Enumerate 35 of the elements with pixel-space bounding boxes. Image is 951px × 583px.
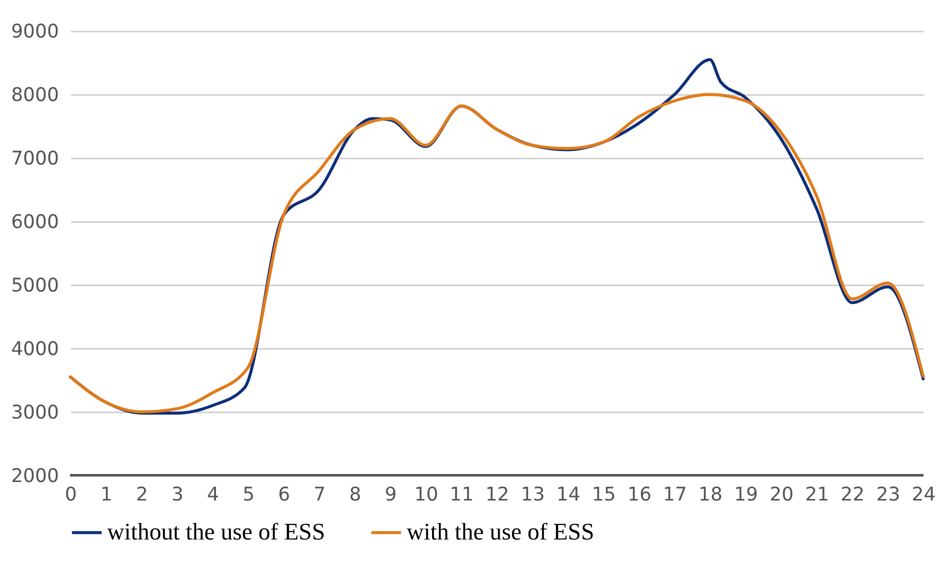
y-tick-label: 4000 (11, 338, 60, 360)
x-tick-label: 11 (450, 484, 474, 506)
legend-label: with the use of ESS (406, 520, 594, 546)
x-tick-label: 15 (592, 484, 616, 506)
x-tick-label: 20 (770, 484, 794, 506)
x-tick-label: 21 (805, 484, 830, 506)
x-tick-label: 2 (136, 484, 148, 506)
y-tick-label: 8000 (11, 84, 60, 106)
x-tick-label: 10 (414, 484, 438, 506)
x-tick-label: 22 (840, 484, 865, 506)
x-tick-label: 13 (520, 484, 545, 506)
x-tick-label: 17 (663, 484, 687, 506)
x-tick-label: 19 (734, 484, 758, 506)
x-tick-label: 9 (384, 484, 397, 506)
x-tick-label: 12 (485, 484, 510, 506)
x-tick-label: 23 (876, 484, 900, 506)
y-tick-label: 5000 (11, 275, 60, 296)
x-tick-label: 6 (278, 484, 290, 506)
x-tick-label: 1 (100, 484, 112, 506)
y-tick-label: 7000 (11, 148, 60, 170)
x-tick-label: 7 (314, 484, 326, 506)
y-tick-label: 6000 (11, 212, 60, 233)
x-tick-label: 8 (349, 484, 362, 506)
y-tick-label: 3000 (11, 402, 60, 424)
x-tick-label: 4 (207, 484, 220, 506)
y-tick-label: 2000 (11, 466, 60, 487)
legend-label: without the use of ESS (107, 520, 326, 546)
y-tick-label: 9000 (11, 22, 60, 43)
x-tick-label: 0 (64, 484, 77, 506)
x-tick-label: 16 (627, 484, 652, 506)
x-tick-label: 18 (698, 484, 723, 506)
x-tick-label: 5 (242, 484, 255, 506)
x-tick-label: 3 (172, 484, 184, 506)
x-tick-label: 24 (912, 484, 936, 506)
x-tick-label: 14 (556, 484, 580, 506)
